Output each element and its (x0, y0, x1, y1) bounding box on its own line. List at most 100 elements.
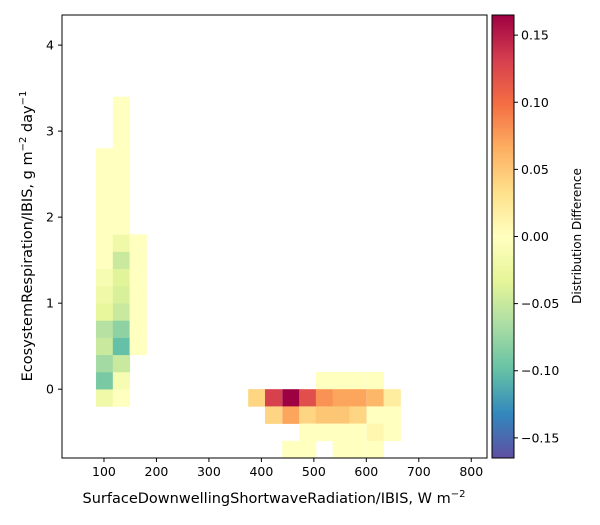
colorbar-label: Distribution Difference (570, 168, 584, 304)
y-tick-label: 1 (46, 296, 54, 311)
x-tick-label: 700 (407, 464, 431, 479)
heatmap-cell (383, 389, 401, 407)
heatmap-cell (383, 406, 401, 424)
x-tick-label: 500 (302, 464, 326, 479)
heatmap-cell (96, 148, 114, 166)
heatmap-cell (112, 389, 131, 407)
colorbar-tick-label: 0.00 (521, 229, 549, 244)
y-tick-label: 4 (46, 38, 54, 53)
heatmap-cell (299, 423, 317, 442)
heatmap-cell (112, 320, 131, 338)
heatmap-cell (264, 389, 283, 407)
heatmap-cell (96, 234, 114, 252)
heatmap-cell (332, 406, 350, 424)
colorbar-tick-label: −0.15 (521, 430, 559, 445)
heatmap-cell (96, 199, 114, 218)
heatmap-cell (264, 406, 283, 424)
heatmap-cell (96, 337, 114, 356)
heatmap-cell (96, 268, 114, 287)
heatmap-cell (112, 113, 131, 132)
colorbar-tick-label: −0.05 (521, 296, 559, 311)
heatmap-cell (366, 423, 385, 442)
heatmap-cell (96, 303, 114, 321)
heatmap-cell (112, 354, 131, 373)
heatmap-cell (129, 337, 147, 356)
x-tick-label: 300 (197, 464, 221, 479)
colorbar-gradient (491, 14, 515, 459)
heatmap-cell (349, 371, 367, 390)
x-tick-label: 200 (145, 464, 169, 479)
heatmap-cell (282, 406, 300, 424)
heatmap-cell (349, 406, 367, 424)
heatmap-cell (112, 182, 131, 201)
heatmap-cell (349, 423, 367, 442)
heatmap-cell (129, 234, 147, 252)
colorbar: −0.15 −0.10 −0.05 0.00 0.05 0.10 0.15 Distribu… (491, 14, 584, 459)
x-axis: 100 200 300 400 500 600 700 800 (92, 458, 483, 479)
heatmap-cell (315, 389, 334, 407)
y-axis: 0 1 2 3 4 (46, 38, 62, 397)
heatmap-cell (282, 440, 300, 459)
x-tick-label: 100 (92, 464, 116, 479)
heatmap-cell (366, 371, 385, 390)
heatmap-cell (129, 285, 147, 304)
heatmap-cell (112, 96, 131, 115)
heatmap-cell (129, 251, 147, 270)
heatmap-cell (332, 423, 350, 442)
colorbar-tick-label: 0.15 (521, 28, 549, 43)
heatmap-cell (96, 251, 114, 270)
heatmap-cell (96, 371, 114, 390)
colorbar-tick-label: 0.05 (521, 162, 549, 177)
heatmap-cell (112, 337, 131, 356)
colorbar-tick-label: 0.10 (521, 95, 549, 110)
heatmap-cell (112, 148, 131, 166)
heatmap-cell (366, 389, 385, 407)
heatmap-cell (96, 182, 114, 201)
y-tick-label: 0 (46, 382, 54, 397)
heatmap-cell (112, 234, 131, 252)
heatmap-cell (349, 440, 367, 459)
heatmap-cell (282, 389, 300, 407)
heatmap-cell (96, 389, 114, 407)
heatmap-cell (332, 440, 350, 459)
heatmap-cell (112, 199, 131, 218)
colorbar-ticks: −0.15 −0.10 −0.05 0.00 0.05 0.10 0.15 (514, 28, 559, 445)
heatmap-cell (129, 320, 147, 338)
heatmap-cell (383, 423, 401, 442)
heatmap-cell (96, 354, 114, 373)
heatmap-cell (315, 423, 334, 442)
heatmap-cell (366, 406, 385, 424)
y-tick-label: 2 (46, 210, 54, 225)
heatmap-cell (112, 165, 131, 184)
heatmap-cell (366, 440, 385, 459)
x-tick-label: 800 (459, 464, 483, 479)
x-axis-label: SurfaceDownwellingShortwaveRadiation/IBI… (83, 489, 466, 507)
plot-area (61, 14, 488, 459)
heatmap-cell (112, 303, 131, 321)
colorbar-tick-label: −0.10 (521, 363, 559, 378)
heatmap-cell (299, 406, 317, 424)
heatmap-cell (129, 268, 147, 287)
heatmap-cell (112, 371, 131, 390)
plot-frame (61, 14, 488, 459)
heatmap-cell (299, 389, 317, 407)
heatmap-cell (248, 389, 266, 407)
heatmap-cell (332, 371, 350, 390)
heatmap-cell (112, 131, 131, 149)
y-tick-label: 3 (46, 124, 54, 139)
heatmap-cells (96, 96, 401, 459)
x-tick-label: 600 (354, 464, 378, 479)
heatmap-cell (315, 406, 334, 424)
heatmap-cell (315, 371, 334, 390)
heatmap-cell (96, 165, 114, 184)
heatmap-cell (299, 440, 317, 459)
heatmap-cell (96, 285, 114, 304)
heatmap-cell (332, 389, 350, 407)
y-axis-label: EcosystemRespiration/IBIS, g m−2 day−1 (18, 91, 36, 382)
heatmap-cell (112, 268, 131, 287)
heatmap-cell (96, 320, 114, 338)
heatmap-cell (96, 217, 114, 235)
heatmap-cell (349, 389, 367, 407)
heatmap-cell (112, 217, 131, 235)
